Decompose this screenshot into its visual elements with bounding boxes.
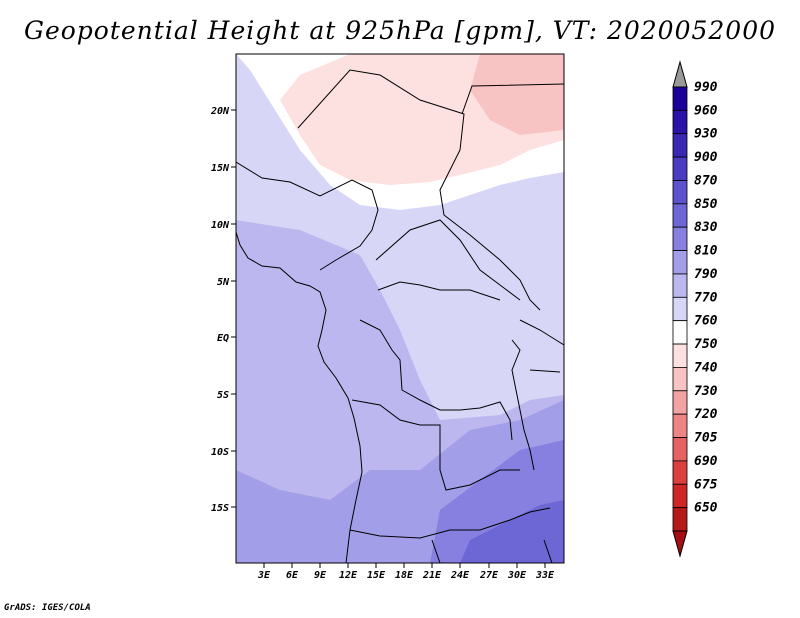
- colorbar-swatch: [672, 343, 688, 368]
- colorbar-label: 705: [694, 431, 718, 446]
- lat-label-eq: EQ: [217, 333, 229, 344]
- colorbar-swatch: [672, 109, 688, 135]
- height-field-870-area: [460, 500, 564, 563]
- lon-label-21e: 21E: [422, 570, 442, 581]
- colorbar-label: 720: [694, 407, 718, 422]
- colorbar-swatches: [672, 86, 688, 532]
- colorbar-label: 850: [694, 197, 718, 212]
- colorbar-label: 790: [694, 267, 718, 282]
- map-frame: [235, 53, 565, 564]
- colorbar-swatch: [672, 507, 688, 532]
- colorbar-label: 760: [694, 314, 718, 329]
- colorbar-label: 830: [694, 220, 718, 235]
- colorbar-labels: 990 960 930 900 870 850 830 810 790 770 760 750 740 7…: [694, 80, 718, 516]
- lon-label-15e: 15E: [367, 570, 386, 581]
- lon-label-24e: 24E: [450, 570, 470, 581]
- colorbar-swatch: [672, 226, 688, 251]
- colorbar-label: 870: [694, 173, 718, 188]
- colorbar-swatch: [672, 250, 688, 275]
- map-panel: [236, 54, 564, 563]
- lat-axis: 20N 15N 10N 5N EQ 5S 10S 15S: [210, 106, 236, 514]
- country-borders: [236, 69, 564, 563]
- colorbar-swatch: [672, 460, 688, 485]
- colorbar-label: 650: [694, 501, 718, 516]
- chart-title: Geopotential Height at 925hPa [gpm], VT:…: [23, 16, 777, 45]
- lon-label-33e: 33E: [535, 570, 555, 581]
- colorbar-label: 750: [694, 337, 718, 352]
- colorbar: 990 960 930 900 870 850 830 810 790 770 760 750 740 7…: [672, 60, 718, 558]
- colorbar-label: 740: [694, 360, 718, 375]
- lon-label-30e: 30E: [507, 570, 527, 581]
- lat-label-5s: 5S: [217, 390, 229, 401]
- colorbar-swatch: [672, 156, 688, 181]
- colorbar-swatch: [672, 273, 688, 298]
- colorbar-swatch: [672, 320, 688, 345]
- colorbar-swatch: [672, 203, 688, 228]
- colorbar-label: 930: [694, 127, 718, 142]
- colorbar-label: 960: [694, 103, 718, 118]
- lat-label-20n: 20N: [210, 106, 230, 117]
- colorbar-swatch: [672, 180, 688, 205]
- colorbar-swatch: [672, 86, 688, 111]
- colorbar-swatch: [672, 296, 688, 322]
- colorbar-label: 770: [694, 290, 718, 305]
- colorbar-top-arrow: [672, 60, 688, 88]
- colorbar-label: 900: [694, 150, 718, 165]
- colorbar-swatch: [672, 390, 688, 415]
- colorbar-swatch: [672, 367, 688, 392]
- colorbar-swatch: [672, 437, 688, 462]
- colorbar-label: 810: [694, 244, 718, 259]
- lat-label-15n: 15N: [211, 163, 230, 174]
- lon-label-12e: 12E: [339, 570, 358, 581]
- colorbar-label: 690: [694, 454, 718, 469]
- lat-label-10s: 10S: [211, 447, 229, 458]
- height-field-740-area: [470, 54, 564, 135]
- lat-label-5n: 5N: [217, 277, 230, 288]
- lon-label-18e: 18E: [395, 570, 414, 581]
- colorbar-label: 675: [694, 477, 718, 492]
- colorbar-swatch: [672, 483, 688, 509]
- colorbar-bottom-arrow: [672, 530, 688, 558]
- lon-label-3e: 3E: [257, 570, 271, 581]
- lon-axis: 3E 6E 9E 12E 15E 18E 21E 24E 27E 30E 33E: [257, 563, 555, 581]
- lon-label-27e: 27E: [479, 570, 499, 581]
- lat-label-15s: 15S: [211, 503, 229, 514]
- lon-label-6e: 6E: [286, 570, 299, 581]
- credit-text: GrADS: IGES/COLA: [4, 603, 91, 613]
- colorbar-swatch: [672, 413, 688, 438]
- lat-label-10n: 10N: [211, 220, 230, 231]
- lon-label-9e: 9E: [314, 570, 327, 581]
- colorbar-label: 730: [694, 384, 718, 399]
- colorbar-swatch: [672, 133, 688, 158]
- colorbar-label: 990: [694, 80, 718, 95]
